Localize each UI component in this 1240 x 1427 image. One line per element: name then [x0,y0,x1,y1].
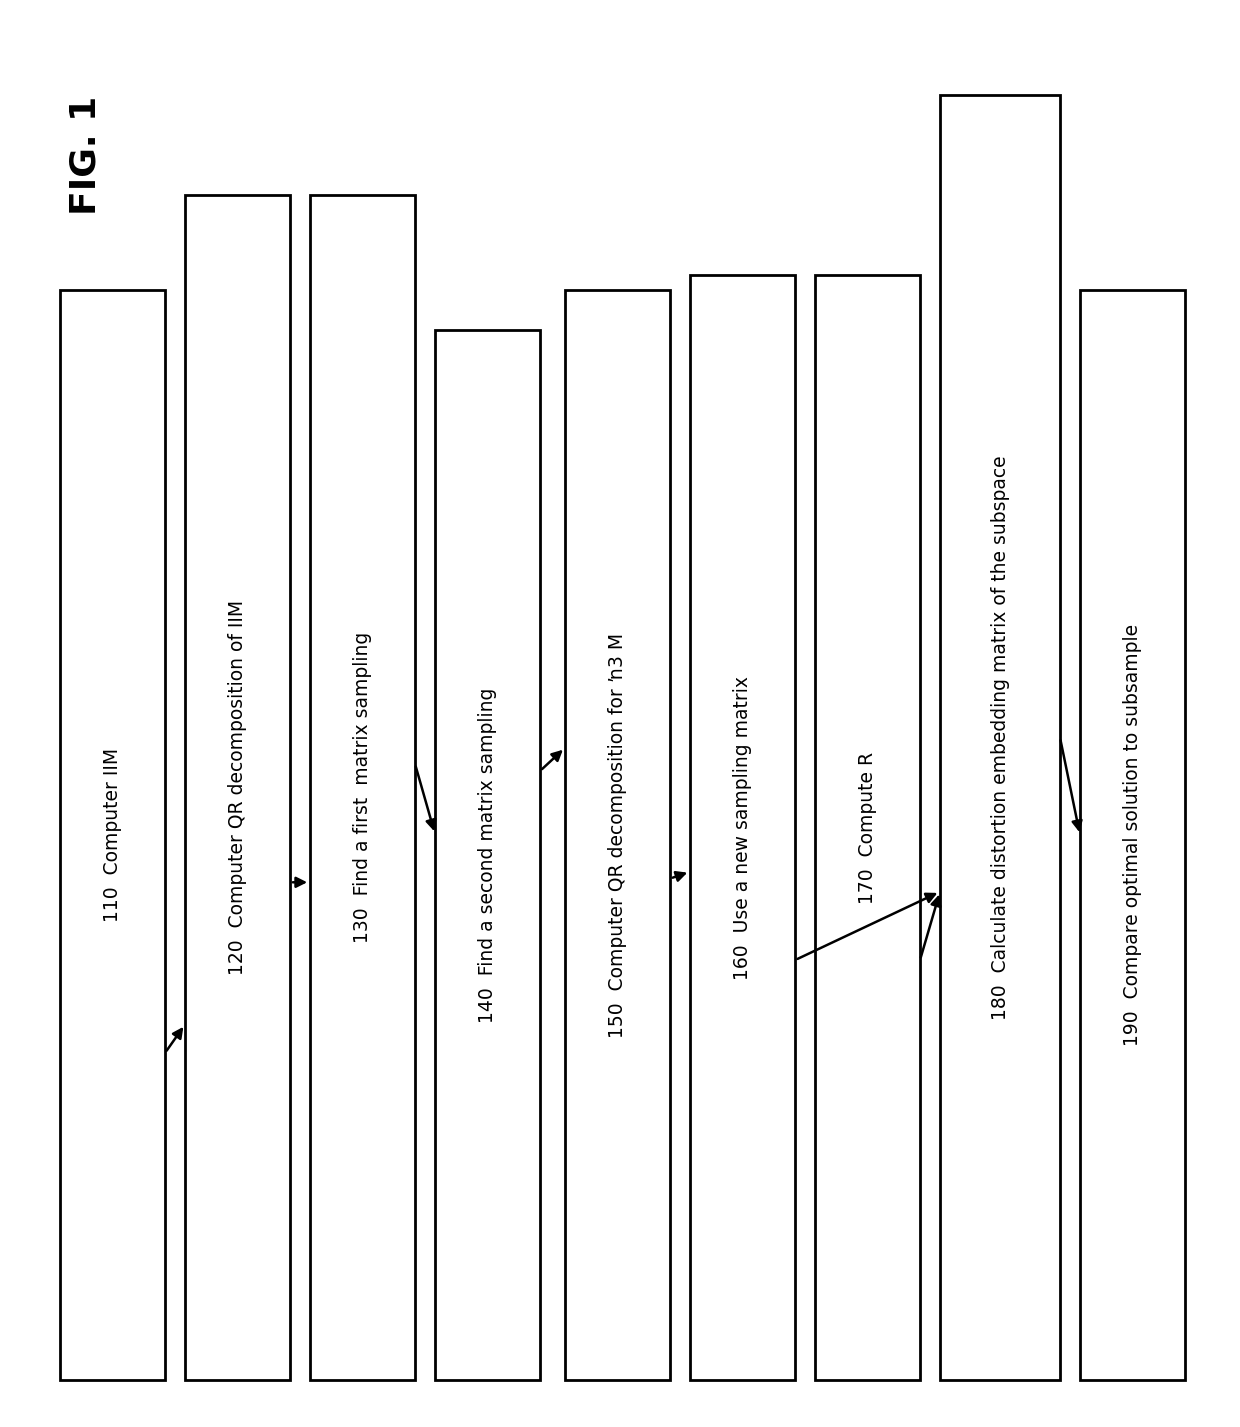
Text: 110  Computer IIM: 110 Computer IIM [103,748,122,922]
Bar [1080,290,1185,1380]
Bar [60,290,165,1380]
Bar [435,330,539,1380]
Text: 180  Calculate distortion embedding matrix of the subspace: 180 Calculate distortion embedding matri… [991,455,1009,1020]
Text: 130  Find a first  matrix sampling: 130 Find a first matrix sampling [353,632,372,943]
Bar [310,195,415,1380]
Bar [185,195,290,1380]
Text: 120  Computer QR decomposition of IIM: 120 Computer QR decomposition of IIM [228,599,247,975]
Text: FIG. 1: FIG. 1 [68,96,102,214]
Text: 170  Compute R: 170 Compute R [858,752,877,903]
Text: 150  Computer QR decomposition for ŉ3 M: 150 Computer QR decomposition for ŉ3 M [608,632,627,1037]
Bar [940,96,1060,1380]
Text: 140  Find a second matrix sampling: 140 Find a second matrix sampling [477,688,497,1023]
Text: 190  Compare optimal solution to subsample: 190 Compare optimal solution to subsampl… [1123,624,1142,1046]
Bar [689,275,795,1380]
Text: 160  Use a new sampling matrix: 160 Use a new sampling matrix [733,675,751,979]
Bar [565,290,670,1380]
Bar [815,275,920,1380]
